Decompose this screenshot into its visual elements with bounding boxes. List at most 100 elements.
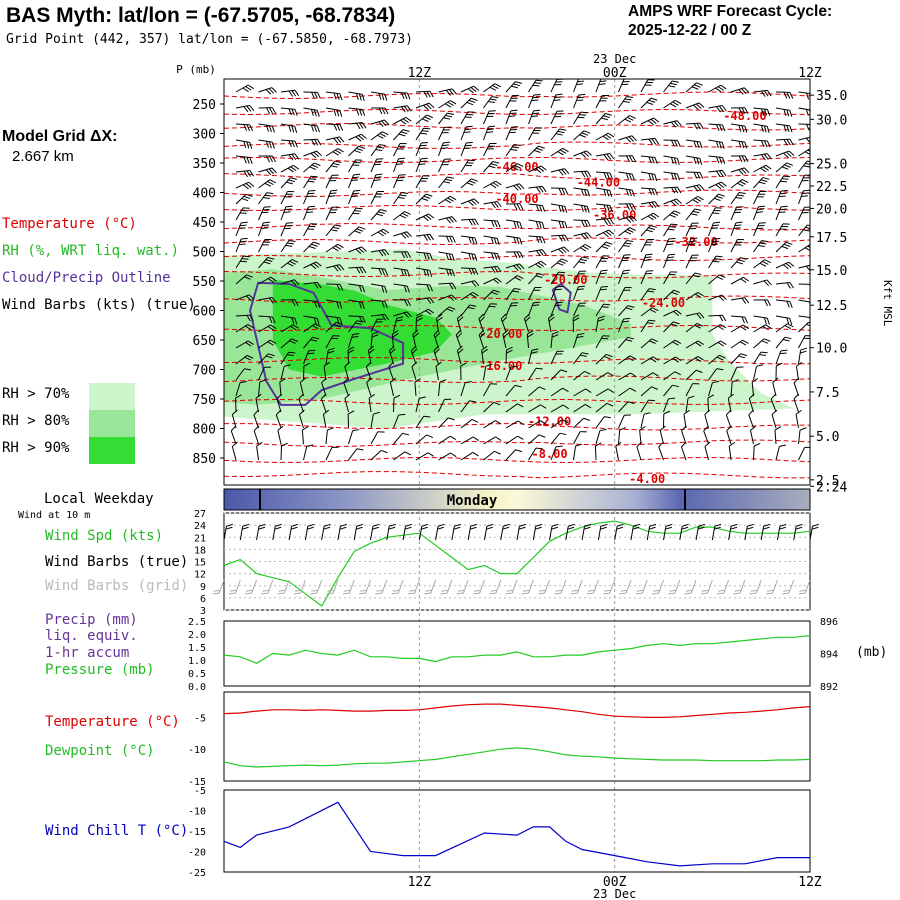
barb-flag xyxy=(576,335,584,338)
barb-flag xyxy=(538,166,545,172)
temperature-isotherm xyxy=(224,375,810,384)
upper-wind-barb xyxy=(325,123,344,131)
upper-wind-barb xyxy=(636,441,643,461)
barb-flag xyxy=(332,151,339,156)
upper-wind-barb xyxy=(483,110,496,125)
barb-flag xyxy=(751,378,759,383)
barb-shaft xyxy=(708,169,723,173)
barb-shaft xyxy=(393,267,408,271)
barb-flag xyxy=(464,116,472,118)
barb-flag xyxy=(750,589,758,592)
barb-shaft xyxy=(368,398,372,413)
barb-shaft xyxy=(708,354,720,365)
upper-wind-barb xyxy=(618,305,635,317)
barb-flag xyxy=(761,90,766,97)
upper-wind-barb xyxy=(595,203,613,212)
barb-flag xyxy=(628,216,635,222)
upper-wind-barb xyxy=(798,224,810,237)
barb-flag xyxy=(554,592,562,595)
temperature-isotherm xyxy=(224,254,810,262)
surface-wind-barb xyxy=(500,523,510,541)
barb-flag xyxy=(249,314,254,322)
barb-shaft xyxy=(798,207,805,221)
barb-shaft xyxy=(348,145,359,157)
barb-flag xyxy=(699,184,705,191)
barb-shaft xyxy=(223,526,227,541)
barb-shaft xyxy=(636,446,642,461)
barb-flag xyxy=(456,592,464,595)
upper-wind-barb xyxy=(483,277,502,285)
barb-flag xyxy=(541,205,546,212)
barb-flag xyxy=(538,592,545,595)
barb-flag xyxy=(400,119,407,125)
barb-flag xyxy=(245,86,252,91)
barb-flag xyxy=(741,125,745,133)
barb-shaft xyxy=(775,223,784,237)
barb-flag xyxy=(798,592,806,595)
barb-flag xyxy=(310,592,317,595)
barb-shaft xyxy=(438,382,441,397)
barb-flag xyxy=(466,101,474,106)
barb-shaft xyxy=(685,122,701,125)
barb-shaft xyxy=(663,80,673,93)
barb-shaft xyxy=(280,206,287,221)
barb-shaft xyxy=(370,249,385,253)
upper-wind-barb xyxy=(595,113,612,125)
barb-shaft xyxy=(348,579,355,594)
barb-flag xyxy=(445,217,451,224)
surface-wind-barb xyxy=(467,523,478,541)
barb-shaft xyxy=(495,579,502,594)
barb-flag xyxy=(490,589,498,592)
upper-wind-barb xyxy=(415,434,434,445)
barb-flag xyxy=(762,325,769,331)
barb-flag xyxy=(758,193,766,195)
barb-flag xyxy=(473,85,480,91)
barb-flag xyxy=(493,289,500,293)
barb-shaft xyxy=(370,334,373,349)
upper-wind-barbs xyxy=(230,79,810,461)
upper-wind-barb xyxy=(370,119,390,127)
barb-flag xyxy=(577,116,585,119)
barb-flag xyxy=(672,341,679,346)
barb-flag xyxy=(329,192,337,195)
grid-wind-barb xyxy=(603,579,616,595)
barb-flag xyxy=(241,258,249,260)
barb-flag xyxy=(381,285,385,293)
barb-flag xyxy=(786,317,790,325)
barb-shaft xyxy=(685,272,696,285)
upper-wind-barb xyxy=(663,321,680,333)
barb-flag xyxy=(441,589,449,592)
barb-flag xyxy=(780,192,787,195)
barb-shaft xyxy=(528,350,533,365)
barb-flag xyxy=(316,301,321,308)
barb-flag xyxy=(582,256,589,259)
upper-wind-barb xyxy=(528,434,546,445)
upper-wind-barb xyxy=(502,329,510,349)
barb-flag xyxy=(736,366,744,368)
barb-shaft xyxy=(483,110,490,125)
barb-flag xyxy=(225,526,233,530)
barb-flag xyxy=(471,237,475,244)
barb-flag xyxy=(427,452,434,457)
barb-shaft xyxy=(573,256,583,269)
barb-shaft xyxy=(258,87,272,93)
cloud-outline xyxy=(249,281,405,406)
barb-flag xyxy=(294,126,298,133)
upper-wind-barb xyxy=(573,270,587,285)
barb-shaft xyxy=(685,255,693,269)
grid-wind-barb xyxy=(424,579,437,595)
barb-flag xyxy=(699,312,705,319)
barb-flag xyxy=(457,345,463,351)
barb-flag xyxy=(761,340,769,344)
barb-flag xyxy=(404,526,412,530)
barb-flag xyxy=(783,589,791,592)
upper-wind-barb xyxy=(325,148,344,157)
barb-flag xyxy=(622,272,630,275)
upper-wind-barb xyxy=(775,362,783,381)
barb-flag xyxy=(713,221,721,224)
barb-flag xyxy=(361,302,365,309)
barb-flag xyxy=(355,248,362,254)
barb-shaft xyxy=(528,110,534,125)
barb-flag xyxy=(671,212,679,216)
barb-flag xyxy=(333,124,338,131)
